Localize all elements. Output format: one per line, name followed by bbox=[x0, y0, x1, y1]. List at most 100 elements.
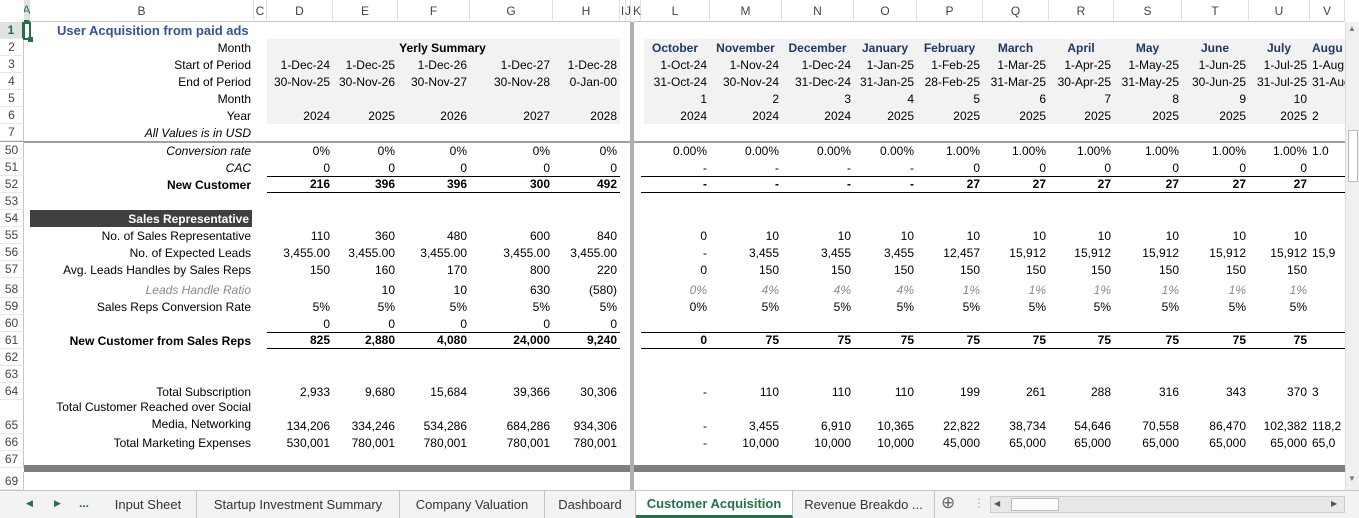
monthly-value-v[interactable]: 1.0 bbox=[1312, 144, 1329, 158]
sheet-tab-company-valuation[interactable]: Company Valuation bbox=[400, 491, 545, 518]
monthly-value-n[interactable]: 4% bbox=[833, 283, 851, 297]
row-header-4[interactable]: 4 bbox=[0, 73, 24, 90]
monthly-value-p[interactable]: 5% bbox=[962, 300, 980, 314]
monthly-value-m[interactable]: 2024 bbox=[752, 109, 779, 123]
row-header-53[interactable]: 53 bbox=[0, 193, 24, 210]
yearly-value-g[interactable]: 2027 bbox=[523, 109, 550, 123]
monthly-value-v[interactable] bbox=[1310, 90, 1345, 107]
yearly-value-f[interactable]: 4,080 bbox=[398, 332, 470, 349]
yearly-value-f[interactable]: 15,684 bbox=[430, 385, 467, 399]
yearly-value-g[interactable]: 630 bbox=[529, 283, 550, 297]
monthly-value-l[interactable]: 2024 bbox=[680, 109, 707, 123]
monthly-value-u[interactable]: 150 bbox=[1286, 263, 1307, 277]
monthly-value-p[interactable]: 5 bbox=[973, 92, 980, 106]
monthly-value-l[interactable]: 1 bbox=[700, 92, 707, 106]
monthly-value-t[interactable]: 9 bbox=[1239, 92, 1246, 106]
monthly-value-p[interactable]: 75 bbox=[917, 332, 983, 349]
row-header-61[interactable]: 61 bbox=[0, 332, 24, 349]
monthly-value-m[interactable]: - bbox=[775, 161, 779, 175]
split-bar-horizontal[interactable] bbox=[24, 465, 1345, 472]
monthly-value-q[interactable]: 0 bbox=[1039, 161, 1046, 175]
monthly-value-l[interactable]: - bbox=[703, 436, 707, 450]
monthly-value-v[interactable] bbox=[1310, 176, 1345, 193]
monthly-value-v[interactable] bbox=[1310, 227, 1345, 244]
column-header-u[interactable]: U bbox=[1249, 0, 1310, 22]
yearly-value-e[interactable]: 360 bbox=[374, 229, 395, 243]
monthly-value-u[interactable]: 10 bbox=[1293, 229, 1307, 243]
monthly-value-m[interactable]: 3,455 bbox=[748, 419, 779, 433]
monthly-value-t[interactable]: 1% bbox=[1228, 283, 1246, 297]
monthly-value-t[interactable]: 1.00% bbox=[1211, 144, 1246, 158]
sheet-tab-startup-investment-summary[interactable]: Startup Investment Summary bbox=[197, 491, 400, 518]
tab-more-button[interactable]: ... bbox=[79, 496, 90, 510]
monthly-value-t[interactable]: 2025 bbox=[1219, 109, 1246, 123]
yearly-value-d[interactable]: 134,206 bbox=[286, 419, 330, 433]
monthly-value-o[interactable]: 4% bbox=[896, 283, 914, 297]
monthly-value-o[interactable]: - bbox=[910, 161, 914, 175]
row-header-52[interactable]: 52 bbox=[0, 176, 24, 193]
yearly-value-d[interactable]: 530,001 bbox=[286, 436, 330, 450]
monthly-value-l[interactable]: 0% bbox=[689, 300, 707, 314]
yearly-value-h[interactable]: 492 bbox=[553, 176, 620, 193]
monthly-value-r[interactable]: 27 bbox=[1049, 176, 1114, 193]
monthly-value-r[interactable]: 65,000 bbox=[1074, 436, 1111, 450]
row-header-62[interactable]: 62 bbox=[0, 349, 24, 366]
yearly-value-g[interactable]: 300 bbox=[470, 176, 553, 193]
monthly-value-o[interactable]: 10,000 bbox=[877, 436, 914, 450]
yearly-value-f[interactable]: 0 bbox=[460, 161, 467, 175]
monthly-value-l[interactable]: 0 bbox=[700, 229, 707, 243]
monthly-value-m[interactable]: 4% bbox=[761, 283, 779, 297]
yearly-value-f[interactable]: 534,286 bbox=[423, 419, 467, 433]
monthly-value-n[interactable]: 31-Dec-24 bbox=[794, 75, 851, 89]
monthly-value-u[interactable]: 1.00% bbox=[1272, 144, 1307, 158]
monthly-value-n[interactable]: - bbox=[782, 176, 854, 193]
monthly-value-p[interactable]: 45,000 bbox=[943, 436, 980, 450]
yearly-value-g[interactable]: 3,455.00 bbox=[503, 246, 550, 260]
column-header-m[interactable]: M bbox=[710, 0, 782, 22]
yearly-value-h[interactable]: 0% bbox=[599, 144, 617, 158]
monthly-value-v[interactable] bbox=[1310, 332, 1345, 349]
monthly-value-l[interactable]: - bbox=[703, 385, 707, 399]
column-header-f[interactable]: F bbox=[398, 0, 470, 22]
monthly-value-u[interactable]: 15,912 bbox=[1270, 246, 1307, 260]
row-header-58[interactable]: 58 bbox=[0, 278, 24, 298]
row-header-57[interactable]: 57 bbox=[0, 261, 24, 278]
row-header-66[interactable]: 66 bbox=[0, 434, 24, 451]
row-header-67[interactable]: 67 bbox=[0, 451, 24, 468]
yearly-value-f[interactable]: 10 bbox=[453, 283, 467, 297]
yearly-value-e[interactable]: 5% bbox=[377, 300, 395, 314]
monthly-value-t[interactable]: 15,912 bbox=[1209, 246, 1246, 260]
yearly-value-f[interactable]: 170 bbox=[446, 263, 467, 277]
column-header-l[interactable]: L bbox=[641, 0, 710, 22]
yearly-value-h[interactable]: 934,306 bbox=[573, 419, 617, 433]
monthly-value-n[interactable]: 0.00% bbox=[816, 144, 851, 158]
yearly-value-d[interactable]: 216 bbox=[267, 176, 333, 193]
monthly-value-s[interactable]: 31-May-25 bbox=[1121, 75, 1179, 89]
yearly-value-g[interactable]: 0 bbox=[543, 317, 550, 331]
monthly-value-u[interactable]: 1% bbox=[1289, 283, 1307, 297]
monthly-value-r[interactable]: 1.00% bbox=[1076, 144, 1111, 158]
monthly-value-p[interactable]: 12,457 bbox=[943, 246, 980, 260]
sheet-tab-input-sheet[interactable]: Input Sheet bbox=[100, 491, 197, 518]
monthly-value-l[interactable]: - bbox=[703, 161, 707, 175]
monthly-value-q[interactable]: 6 bbox=[1039, 92, 1046, 106]
monthly-value-o[interactable]: 10 bbox=[900, 229, 914, 243]
monthly-value-p[interactable]: 2025 bbox=[953, 109, 980, 123]
yearly-value-e[interactable]: 3,455.00 bbox=[348, 246, 395, 260]
scroll-right-icon[interactable]: ▶ bbox=[1331, 499, 1338, 508]
fill-handle[interactable] bbox=[28, 37, 33, 42]
monthly-value-m[interactable]: 2 bbox=[772, 92, 779, 106]
monthly-value-u[interactable]: 5% bbox=[1289, 300, 1307, 314]
yearly-value-e[interactable]: 0 bbox=[388, 317, 395, 331]
monthly-value-n[interactable]: 10,000 bbox=[814, 436, 851, 450]
yearly-value-d[interactable]: 0% bbox=[312, 144, 330, 158]
monthly-value-o[interactable]: 31-Jan-25 bbox=[859, 75, 914, 89]
yearly-value-h[interactable]: 2028 bbox=[590, 109, 617, 123]
monthly-value-r[interactable]: 30-Apr-25 bbox=[1057, 75, 1111, 89]
row-header-54[interactable]: 54 bbox=[0, 210, 24, 227]
monthly-value-q[interactable]: 2025 bbox=[1019, 109, 1046, 123]
monthly-value-t[interactable]: June bbox=[1200, 41, 1229, 55]
monthly-value-t[interactable]: 30-Jun-25 bbox=[1191, 75, 1246, 89]
scroll-left-icon[interactable]: ◀ bbox=[994, 499, 1001, 508]
row-header-55[interactable]: 55 bbox=[0, 227, 24, 244]
